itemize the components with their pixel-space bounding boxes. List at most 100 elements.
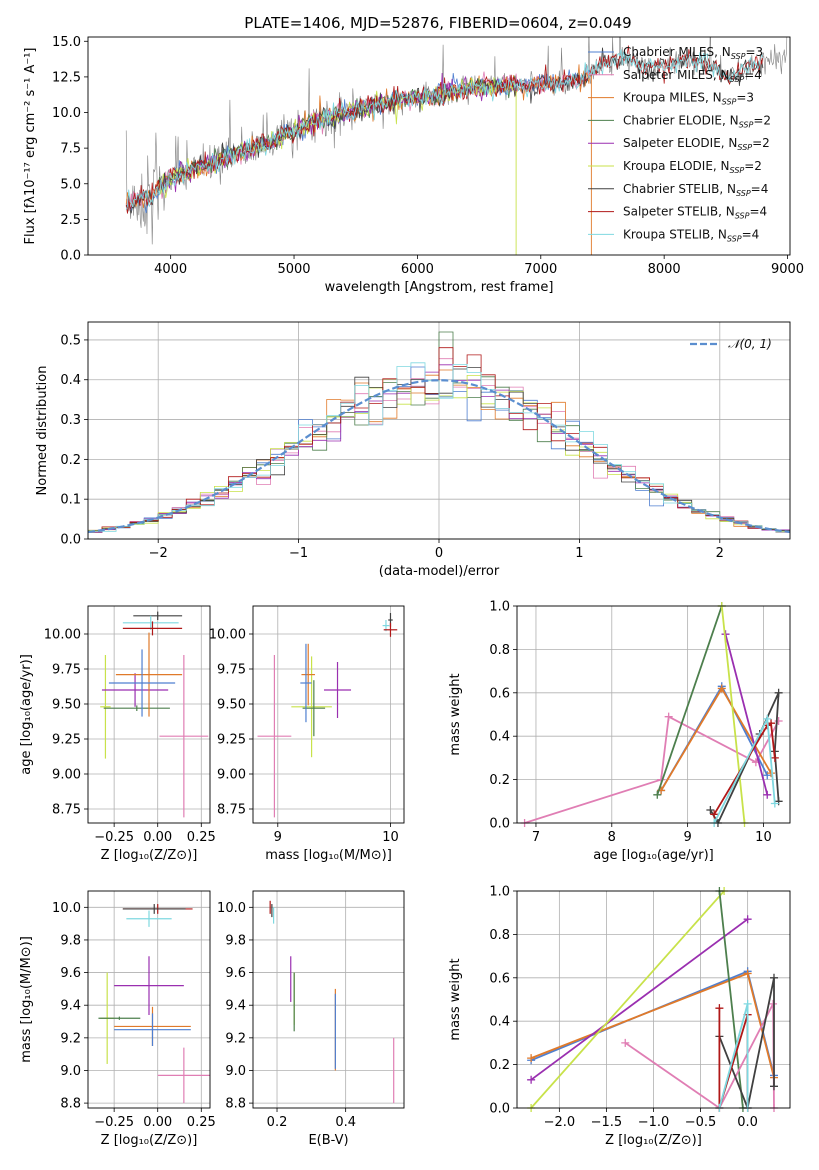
x-tick-label: −0.25 <box>94 830 134 845</box>
errorbar-point <box>291 656 332 758</box>
weight-line-3 <box>530 891 725 1108</box>
legend-tail: =4 <box>751 182 769 196</box>
errorbar-point <box>323 662 352 718</box>
spectrum-axes: 4000 5000 6000 7000 8000 9000 0.0 2.5 5.0 7.5 10.0… <box>23 35 804 295</box>
legend-subscript: SSP <box>727 234 742 243</box>
y-tick-label: 0.0 <box>489 1102 510 1117</box>
model-line-8 <box>125 49 764 211</box>
y-axis-label: mass [log₁₀(M/M⊙)] <box>19 936 34 1063</box>
histogram-step-5 <box>88 375 790 539</box>
weight-marker <box>706 805 715 814</box>
y-tick-label: 9.75 <box>217 663 246 678</box>
x-tick-label: −1 <box>289 546 308 561</box>
legend-subscript: SSP <box>736 189 751 198</box>
weight-marker <box>664 712 673 721</box>
x-axis-label: Z [log₁₀(Z/Z⊙)] <box>101 1133 198 1148</box>
x-tick-label: 9 <box>683 830 691 845</box>
legend-text: Salpeter STELIB, N <box>623 205 735 219</box>
weight-marker <box>743 969 752 978</box>
age-vs-Z-axes: −0.25 0.00 0.25 8.75 9.00 9.25 9.50 9.75 10.00 Z … <box>19 605 216 863</box>
plot-frame <box>87 36 791 256</box>
mass-weight-vs-age-axes: 7 8 9 10 0.0 0.2 0.4 0.6 0.8 1.0 age [log₁₀(age/yr… <box>448 600 791 863</box>
legend-subscript: SSP <box>730 166 745 175</box>
legend-tail: =4 <box>744 68 762 82</box>
legend-subscript: SSP <box>730 75 745 84</box>
errorbar-point <box>257 655 292 818</box>
legend-subscript: SSP <box>737 143 752 152</box>
x-tick-label: 5000 <box>277 262 310 277</box>
y-tick-label: 9.00 <box>52 768 81 783</box>
y-tick-label: 9.8 <box>60 933 81 948</box>
y-tick-label: 10.0 <box>217 901 246 916</box>
legend-text: Chabrier MILES, N <box>623 45 731 59</box>
mass-vs-Z-axes: −0.25 0.00 0.25 8.8 9.0 9.2 9.4 9.6 9.8 10.0 Z [lo… <box>19 890 216 1148</box>
y-tick-label: 1.0 <box>489 885 510 900</box>
legend-tail: =2 <box>753 113 771 127</box>
legend-entry: Kroupa MILES, NSSP=3 <box>623 91 754 107</box>
errorbar-point <box>122 904 186 914</box>
x-tick-label: 7000 <box>524 262 557 277</box>
y-tick-label: 0.0 <box>60 249 81 264</box>
y-tick-label: 0.4 <box>489 730 510 745</box>
y-tick-label: 2.5 <box>60 213 81 228</box>
errorbar-point <box>122 615 179 630</box>
x-axis-label: mass [log₁₀(M/M⊙)] <box>265 848 392 863</box>
legend-text: Kroupa ELODIE, N <box>623 159 730 173</box>
x-axis-label: (data-model)/error <box>379 564 500 579</box>
errorbar-point <box>100 655 111 759</box>
errorbar-point <box>98 1016 141 1020</box>
x-tick-label: 6000 <box>401 262 434 277</box>
weight-marker <box>743 999 752 1008</box>
y-tick-label: 0.0 <box>489 817 510 832</box>
y-tick-label: 10.0 <box>52 106 81 121</box>
weight-marker <box>710 810 719 819</box>
normal-reference-curve <box>88 379 790 534</box>
y-tick-label: 1.0 <box>489 600 510 615</box>
weight-line-6 <box>718 977 775 1108</box>
legend-entry: Kroupa ELODIE, NSSP=2 <box>623 159 762 175</box>
x-tick-label: −0.25 <box>94 1115 134 1130</box>
legend-subscript: SSP <box>722 98 737 107</box>
weight-marker <box>653 790 662 799</box>
plot-frame <box>252 890 405 1109</box>
legend-tail: =3 <box>736 91 754 105</box>
y-tick-label: 0.3 <box>60 413 81 428</box>
x-axis-label: E(B-V) <box>308 1133 348 1148</box>
legend-subscript: SSP <box>731 52 746 61</box>
errorbar-point <box>159 655 209 818</box>
y-tick-label: 15.0 <box>52 35 81 50</box>
y-tick-label: 0.2 <box>60 453 81 468</box>
weight-marker <box>763 790 772 799</box>
y-tick-label: 0.1 <box>60 493 81 508</box>
y-tick-label: 9.8 <box>225 933 246 948</box>
x-axis-label: wavelength [Angstrom, rest frame] <box>325 280 554 295</box>
y-tick-label: 0.4 <box>60 373 81 388</box>
residuals-legend: 𝒩(0, 1) <box>690 337 772 351</box>
weight-marker <box>770 799 779 808</box>
errorbar-point <box>114 956 184 1015</box>
weight-marker <box>527 1075 536 1084</box>
weight-line-5 <box>720 606 746 823</box>
y-tick-label: 9.25 <box>217 733 246 748</box>
weight-marker <box>715 1004 724 1013</box>
legend-text: Chabrier STELIB, N <box>623 182 736 196</box>
weight-line-2 <box>530 918 749 1081</box>
plot-frame <box>87 890 211 1109</box>
y-tick-label: 9.6 <box>225 966 246 981</box>
y-tick-label: 0.4 <box>489 1015 510 1030</box>
y-tick-label: 9.0 <box>60 1064 81 1079</box>
plot-frame <box>252 605 405 824</box>
legend-tail: =2 <box>744 159 762 173</box>
y-tick-label: 0.8 <box>489 643 510 658</box>
x-tick-label: 8000 <box>648 262 681 277</box>
y-tick-label: 8.75 <box>52 803 81 818</box>
weight-marker <box>743 915 752 924</box>
y-tick-label: 9.0 <box>225 1064 246 1079</box>
mass-weight-vs-Z-axes: −2.0 −1.5 −1.0 −0.5 0.0 0.0 0.2 0.4 0.6 0.8 1.0 Z [… <box>448 885 791 1148</box>
weight-marker <box>769 973 778 982</box>
histogram-step-8 <box>88 362 790 539</box>
plot-frame <box>516 890 791 1109</box>
residuals-axes: −2 −1 0 1 2 0.0 0.1 0.2 0.3 0.4 0.5 (data-model)/er… <box>35 321 791 579</box>
x-tick-label: −2.0 <box>544 1115 576 1130</box>
